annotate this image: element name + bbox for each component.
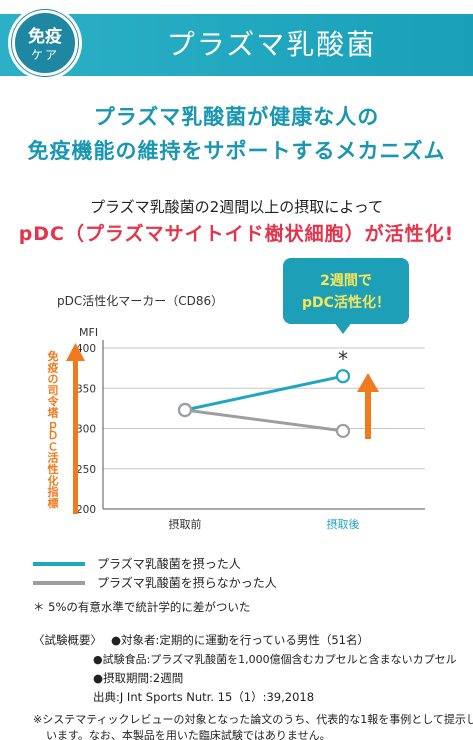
- side-label-char: ｐ: [48, 418, 59, 432]
- badge-label-sub: ケア: [30, 48, 59, 62]
- callout-line2: pDC活性化！: [302, 295, 390, 311]
- increase-arrow-head: [357, 373, 379, 392]
- legend-swatch-control: [33, 581, 85, 585]
- series-line: [184, 408, 344, 433]
- side-label-char: 化: [48, 473, 59, 487]
- x-tick-label: 摂取前: [169, 517, 202, 531]
- legend-label-plasma: プラズマ乳酸菌を摂った人: [97, 557, 241, 571]
- category-badge: [12, 10, 78, 76]
- subheadline-line2: pDC（プラズマサイトイド樹状細胞）が活性化!: [18, 223, 455, 245]
- legend-label-control: プラズマ乳酸菌を摂らなかった人: [97, 576, 277, 590]
- callout-line1: 2週間で: [320, 273, 372, 289]
- trial-test-food: ●試験食品:プラズマ乳酸菌を1,000億個含むカプセルと含まないカプセル: [93, 653, 457, 666]
- side-label-char: Ｄ: [48, 429, 59, 442]
- y-tick-label: 300: [76, 424, 96, 436]
- headline-line1: プラズマ乳酸菌が健康な人の: [93, 105, 380, 129]
- y-tick-label: 200: [76, 504, 96, 516]
- badge-label-main: 免疫: [28, 27, 62, 47]
- side-label-char: の: [48, 373, 59, 386]
- subheadline-line1: プラズマ乳酸菌の2週間以上の摂取によって: [89, 198, 384, 216]
- side-label-char: 標: [48, 496, 59, 510]
- y-tick-label: 350: [76, 383, 96, 395]
- significance-note: ＊ 5%の有意水準で統計学的に差がついた: [33, 600, 251, 614]
- data-point: [335, 423, 351, 439]
- header-banner: プラズマ乳酸菌 免疫 ケア: [0, 0, 473, 100]
- disclaimer-line1: ※システマティックレビューの対象となった論文のうち、代表的な1報を事例として提示…: [33, 713, 473, 726]
- headline-line2: 免疫機能の維持をサポートするメカニズム: [27, 139, 446, 163]
- side-label-char: 性: [48, 462, 59, 476]
- side-label-char: 司: [48, 384, 59, 397]
- callout-box: [283, 258, 409, 324]
- y-tick-label: 250: [76, 464, 96, 476]
- callout-pointer: [334, 322, 352, 334]
- header-title: プラズマ乳酸菌: [166, 28, 377, 61]
- side-label-char: 塔: [48, 406, 60, 420]
- side-label-char: 疫: [48, 360, 59, 374]
- disclaimer-line2: います。なお、本製品を用いた臨床試験ではありません。: [46, 729, 331, 740]
- y-axis-label: MFI: [79, 326, 98, 339]
- y-tick-label: 400: [76, 343, 96, 355]
- increase-arrow-shaft: [365, 389, 371, 439]
- side-label-char: 令: [47, 394, 60, 408]
- side-label-char: Ｃ: [48, 440, 59, 453]
- series-line: [184, 374, 344, 412]
- x-tick-label: 摂取後: [327, 517, 360, 531]
- callout-text: 2週間で pDC活性化！: [292, 266, 400, 316]
- side-label-char: 指: [48, 485, 59, 499]
- trial-label: 〈試験概要〉: [33, 633, 102, 647]
- side-arrow-shaft: [73, 356, 78, 514]
- side-label-char: 活: [48, 451, 59, 465]
- trial-subject: ●対象者:定期的に運動を行っている男性（51名）: [111, 633, 369, 647]
- legend-swatch-plasma: [33, 562, 85, 566]
- data-point: [335, 369, 351, 384]
- trial-period: ●摂取期間:2週間: [93, 671, 184, 685]
- side-arrow-head: [66, 343, 85, 361]
- trial-source: 出典:J Int Sports Nutr. 15（1）:39,2018: [93, 690, 315, 704]
- significance-asterisk: *: [338, 347, 348, 371]
- chart-title: pDC活性化マーカー（CD86）: [57, 294, 224, 308]
- data-point: [177, 402, 193, 418]
- side-label-char: 免: [48, 349, 59, 363]
